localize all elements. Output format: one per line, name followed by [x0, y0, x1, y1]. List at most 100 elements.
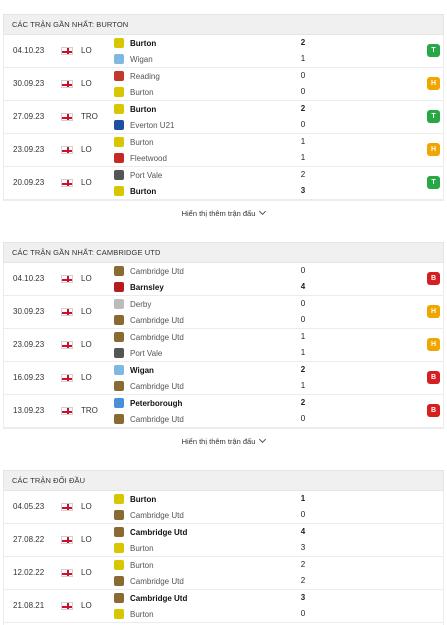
away-team: Cambridge Utd	[114, 378, 184, 394]
home-team: Burton	[114, 35, 156, 51]
result-badge: B	[427, 371, 440, 384]
england-flag-icon	[61, 179, 73, 187]
match-date: 16.09.23	[13, 373, 45, 382]
england-flag-icon	[61, 602, 73, 610]
match-row[interactable]: 27.08.22 LO Cambridge Utd Burton 4 3	[4, 523, 443, 556]
away-team-name: Cambridge Utd	[130, 381, 184, 391]
match-date: 30.09.23	[13, 307, 45, 316]
team-crest-icon	[114, 414, 124, 424]
match-row[interactable]: 27.09.23 TRO Burton Everton U21 2 0 T	[4, 100, 443, 133]
away-team-name: Port Vale	[130, 348, 163, 358]
away-score: 0	[300, 510, 306, 519]
away-team: Fleetwood	[114, 150, 167, 166]
match-row[interactable]: 12.02.22 LO Burton Cambridge Utd 2 2	[4, 556, 443, 589]
team-crest-icon	[114, 104, 124, 114]
away-team-name: Cambridge Utd	[130, 576, 184, 586]
home-score: 2	[300, 560, 306, 569]
match-row[interactable]: 04.05.23 LO Burton Cambridge Utd 1 0	[4, 490, 443, 523]
home-team: Burton	[114, 101, 156, 117]
away-score: 0	[300, 120, 306, 129]
home-team-name: Burton	[130, 137, 154, 147]
away-team-name: Wigan	[130, 54, 153, 64]
match-row[interactable]: 30.09.23 LO Reading Burton 0 0 H	[4, 67, 443, 100]
section-title: CÁC TRẬN GẦN NHẤT: BURTON	[3, 14, 444, 34]
home-score: 1	[300, 332, 306, 341]
match-row[interactable]: 04.10.23 LO Cambridge Utd Barnsley 0 4 B	[4, 262, 443, 295]
england-flag-icon	[61, 47, 73, 55]
away-team-name: Burton	[130, 186, 157, 196]
away-team: Cambridge Utd	[114, 507, 184, 523]
home-score: 2	[300, 365, 306, 374]
section-cambridge-recent: CÁC TRẬN GẦN NHẤT: CAMBRIDGE UTD 04.10.2…	[3, 242, 444, 453]
match-date: 27.08.22	[13, 535, 45, 544]
competition-label: LO	[81, 178, 92, 187]
match-date: 21.08.21	[13, 601, 45, 610]
team-crest-icon	[114, 54, 124, 64]
away-score: 1	[300, 54, 306, 63]
away-team: Burton	[114, 183, 156, 199]
competition-label: LO	[81, 79, 92, 88]
england-flag-icon	[61, 308, 73, 316]
show-more-button[interactable]: Hiển thị thêm trận đấu	[3, 200, 444, 225]
team-crest-icon	[114, 348, 124, 358]
england-flag-icon	[61, 536, 73, 544]
result-badge: T	[427, 176, 440, 189]
match-date: 20.09.23	[13, 178, 45, 187]
team-crest-icon	[114, 527, 124, 537]
section-title: CÁC TRẬN ĐỐI ĐẦU	[3, 470, 444, 490]
away-team-name: Cambridge Utd	[130, 510, 184, 520]
match-date: 13.09.23	[13, 406, 45, 415]
match-row[interactable]: 04.10.23 LO Burton Wigan 2 1 T	[4, 34, 443, 67]
match-row[interactable]: 23.09.23 LO Burton Fleetwood 1 1 H	[4, 133, 443, 166]
match-row[interactable]: 21.08.21 LO Cambridge Utd Burton 3 0	[4, 589, 443, 622]
away-team: Everton U21	[114, 117, 174, 133]
match-row[interactable]: 23.09.23 LO Cambridge Utd Port Vale 1 1 …	[4, 328, 443, 361]
competition-label: LO	[81, 307, 92, 316]
match-row[interactable]: 30.09.23 LO Derby Cambridge Utd 0 0 H	[4, 295, 443, 328]
home-team: Cambridge Utd	[114, 263, 184, 279]
competition-label: LO	[81, 373, 92, 382]
match-list: 04.10.23 LO Burton Wigan 2 1 T 30.09.23 …	[3, 34, 444, 200]
match-row[interactable]: 13.09.23 TRO Peterborough Cambridge Utd …	[4, 394, 443, 427]
match-row[interactable]: 07.10.20 TRO Burton Cambridge Utd 2 4	[4, 622, 443, 625]
home-team: Burton	[114, 134, 154, 150]
competition-label: LO	[81, 46, 92, 55]
england-flag-icon	[61, 113, 73, 121]
show-more-label: Hiển thị thêm trận đấu	[181, 437, 256, 446]
away-score: 3	[300, 186, 306, 195]
home-team: Cambridge Utd	[114, 524, 187, 540]
england-flag-icon	[61, 407, 73, 415]
show-more-label: Hiển thị thêm trận đấu	[181, 209, 256, 218]
show-more-button[interactable]: Hiển thị thêm trận đấu	[3, 428, 444, 453]
team-crest-icon	[114, 137, 124, 147]
chevron-down-icon	[259, 207, 267, 216]
team-crest-icon	[114, 332, 124, 342]
england-flag-icon	[61, 341, 73, 349]
home-team: Peterborough	[114, 395, 182, 411]
away-team: Burton	[114, 84, 154, 100]
team-crest-icon	[114, 38, 124, 48]
away-score: 0	[300, 414, 306, 423]
competition-label: LO	[81, 568, 92, 577]
competition-label: TRO	[81, 112, 98, 121]
home-score: 4	[300, 527, 306, 536]
away-score: 0	[300, 87, 306, 96]
away-team: Wigan	[114, 51, 153, 67]
home-score: 1	[300, 494, 306, 503]
team-crest-icon	[114, 510, 124, 520]
match-row[interactable]: 20.09.23 LO Port Vale Burton 2 3 T	[4, 166, 443, 199]
home-score: 2	[300, 170, 306, 179]
team-crest-icon	[114, 315, 124, 325]
competition-label: LO	[81, 274, 92, 283]
match-row[interactable]: 16.09.23 LO Wigan Cambridge Utd 2 1 B	[4, 361, 443, 394]
match-date: 23.09.23	[13, 145, 45, 154]
home-score: 1	[300, 137, 306, 146]
home-team: Reading	[114, 68, 160, 84]
home-team-name: Burton	[130, 560, 154, 570]
away-team: Barnsley	[114, 279, 164, 295]
away-team-name: Burton	[130, 87, 154, 97]
chevron-down-icon	[259, 435, 267, 444]
home-team: Burton	[114, 491, 156, 507]
result-badge: H	[427, 305, 440, 318]
england-flag-icon	[61, 146, 73, 154]
